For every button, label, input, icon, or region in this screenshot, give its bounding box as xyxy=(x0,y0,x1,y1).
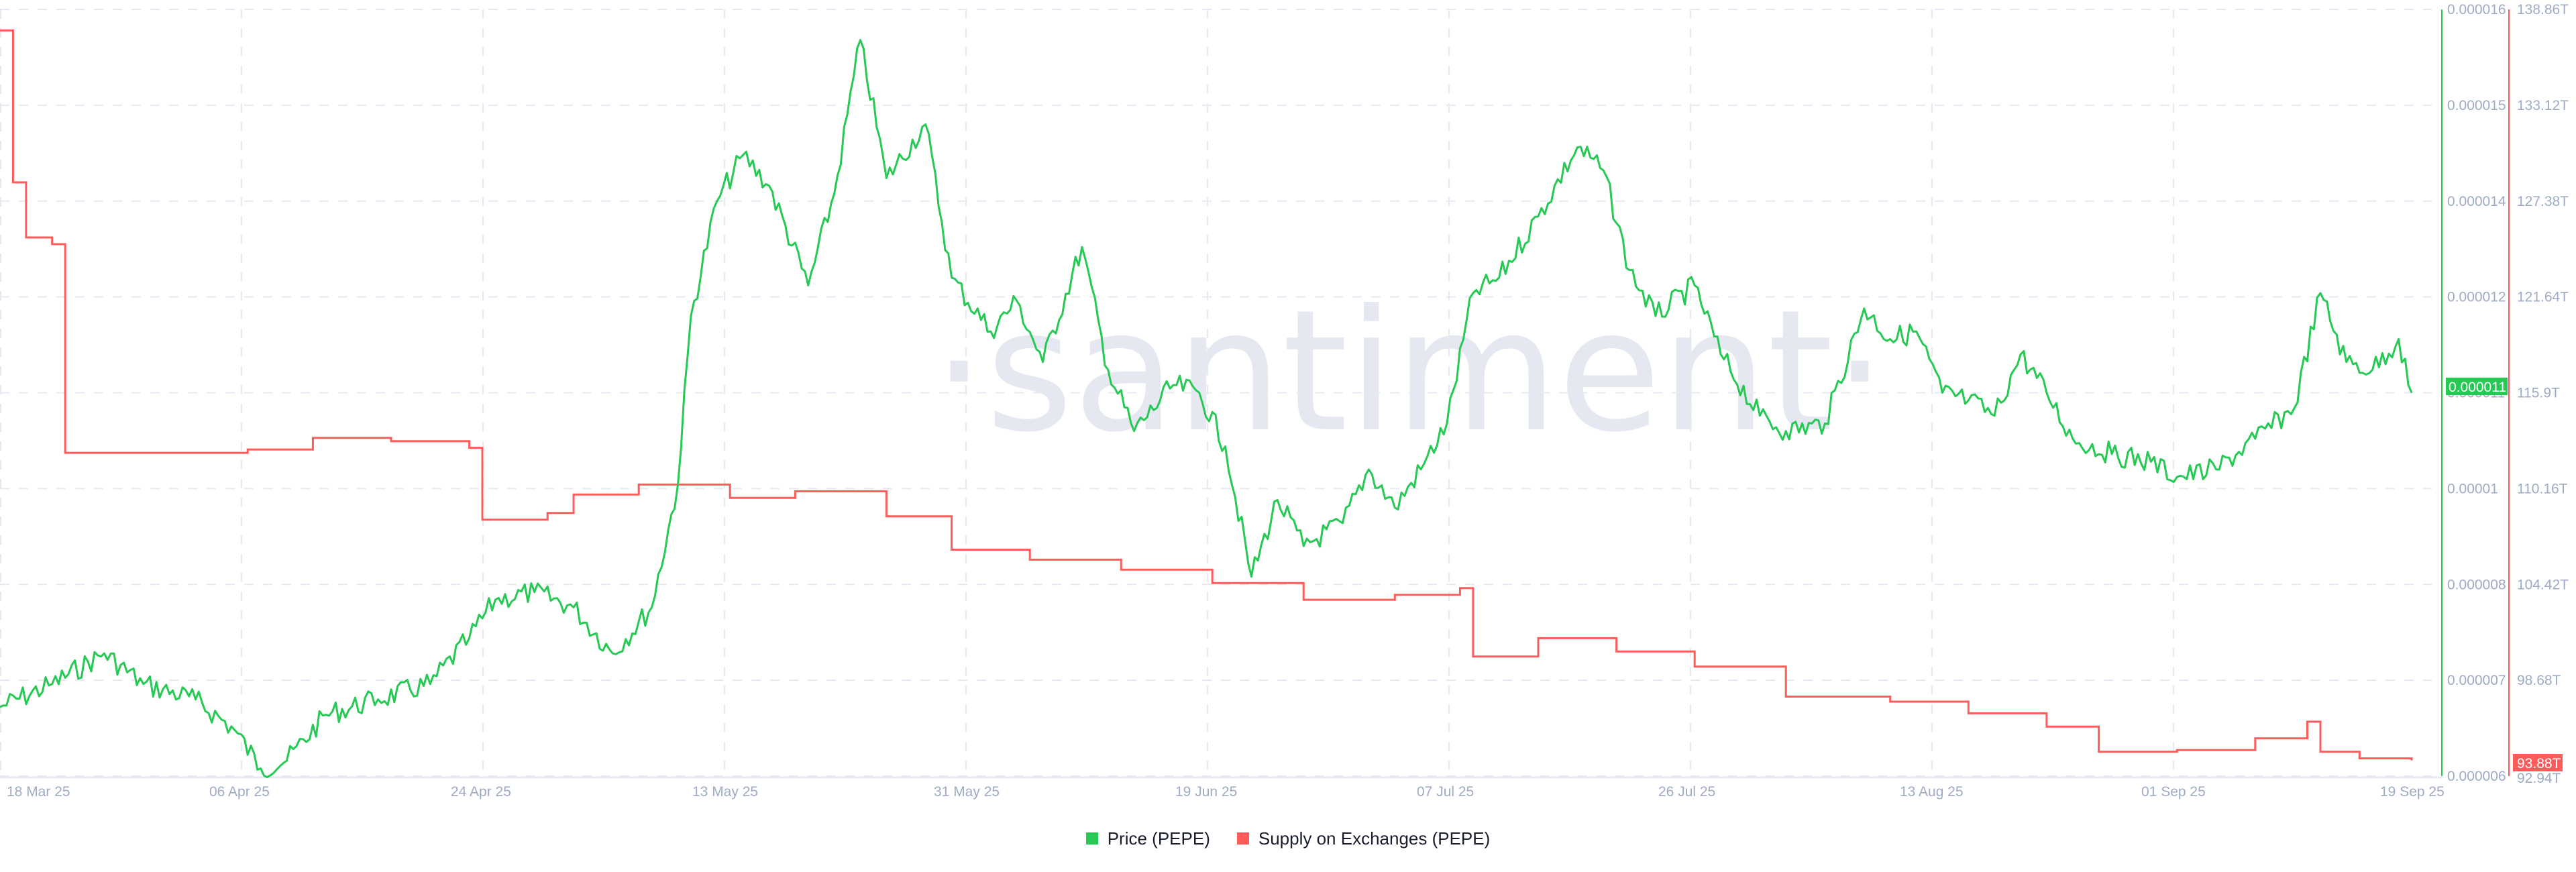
supply-tick-label: 133.12T xyxy=(2517,98,2569,113)
legend-swatch-supply-icon xyxy=(1236,832,1249,844)
x-tick-label: 13 Aug 25 xyxy=(1900,784,1964,800)
x-tick-label: 26 Jul 25 xyxy=(1658,784,1715,800)
x-tick-label: 18 Mar 25 xyxy=(7,784,70,800)
legend-label-supply: Supply on Exchanges (PEPE) xyxy=(1258,828,1491,849)
price-tick-label: 0.000014 xyxy=(2447,194,2506,209)
price-current-value: 0.000011 xyxy=(2449,380,2506,395)
supply-tick-label: 121.64T xyxy=(2517,290,2569,305)
supply-series-line[interactable] xyxy=(0,29,2413,761)
supply-tick-label: 104.42T xyxy=(2517,577,2569,592)
price-tick-label: 0.000012 xyxy=(2447,290,2506,305)
supply-tick-label: 92.94T xyxy=(2517,771,2561,786)
supply-axis-ticks: 138.86T 133.12T 127.38T 121.64T 115.9T 110.16… xyxy=(2517,2,2569,786)
supply-current-badge: 93.88T xyxy=(2513,754,2563,771)
price-current-badge: 0.000011 xyxy=(2446,378,2508,395)
x-tick-label: 13 May 25 xyxy=(692,784,758,800)
x-tick-label: 19 Jun 25 xyxy=(1175,784,1237,800)
supply-tick-label: 110.16T xyxy=(2517,481,2568,496)
x-tick-label: 07 Jul 25 xyxy=(1417,784,1474,800)
price-tick-label: 0.000006 xyxy=(2447,769,2506,784)
grid-lines xyxy=(0,9,2432,777)
supply-current-value: 93.88T xyxy=(2517,756,2561,771)
x-tick-label: 19 Sep 25 xyxy=(2380,784,2445,800)
x-tick-label: 01 Sep 25 xyxy=(2141,784,2206,800)
legend-label-price: Price (PEPE) xyxy=(1107,828,1210,849)
price-axis-ticks: 0.000016 0.000015 0.000014 0.000012 0.000011… xyxy=(2447,2,2506,784)
price-series-line[interactable] xyxy=(0,39,2413,779)
supply-tick-label: 138.86T xyxy=(2517,2,2569,17)
price-tick-label: 0.000007 xyxy=(2447,673,2506,688)
price-tick-label: 0.00001 xyxy=(2447,481,2498,496)
x-tick-label: 31 May 25 xyxy=(934,784,1000,800)
supply-tick-label: 98.68T xyxy=(2517,673,2561,688)
price-tick-label: 0.000008 xyxy=(2447,577,2506,592)
legend-item-supply[interactable]: Supply on Exchanges (PEPE) xyxy=(1236,828,1491,849)
supply-tick-label: 115.9T xyxy=(2517,386,2560,401)
supply-tick-label: 127.38T xyxy=(2517,194,2569,209)
x-tick-label: 24 Apr 25 xyxy=(451,784,511,800)
legend: Price (PEPE) Supply on Exchanges (PEPE) xyxy=(0,825,2576,852)
price-tick-label: 0.000015 xyxy=(2447,98,2506,113)
x-tick-label: 06 Apr 25 xyxy=(209,784,270,800)
legend-item-price[interactable]: Price (PEPE) xyxy=(1085,828,1210,849)
price-tick-label: 0.000016 xyxy=(2447,2,2506,17)
watermark: ·santiment· xyxy=(932,274,1886,469)
x-axis-ticks: 18 Mar 25 06 Apr 25 24 Apr 25 13 May 25 31 M… xyxy=(7,784,2445,800)
legend-swatch-price-icon xyxy=(1085,832,1098,844)
